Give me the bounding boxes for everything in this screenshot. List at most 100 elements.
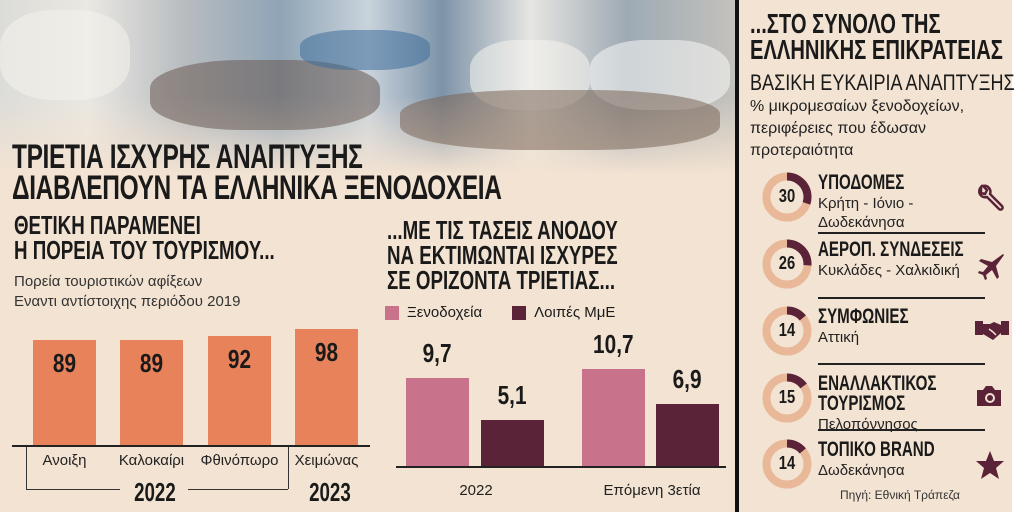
panel-title-line: ...ΣΤΟ ΣΥΝΟΛΟ ΤΗΣ <box>750 8 941 39</box>
group-label-text: 2022 <box>134 477 176 507</box>
donut-value: 26 <box>762 253 812 274</box>
panel-title: ...ΣΤΟ ΣΥΝΟΛΟ ΤΗΣ ΕΛΛΗΝΙΚΗΣ ΕΠΙΚΡΑΤΕΙΑΣ <box>750 8 1024 65</box>
bar <box>406 378 469 467</box>
donut-value: 14 <box>762 453 812 474</box>
data-label-value: 98 <box>314 337 339 367</box>
panel-title-line: ΕΛΛΗΝΙΚΗΣ ΕΠΙΚΡΑΤΕΙΑΣ <box>750 34 1003 65</box>
data-label-value: 9,7 <box>423 338 452 369</box>
category-label: 2022 <box>459 482 493 499</box>
divider-line <box>735 0 739 512</box>
data-label-value: 10,7 <box>593 329 634 359</box>
data-label-value: 92 <box>227 344 252 375</box>
chart1-subtitle-line: Εναντι αντίστοιχης περιόδου 2019 <box>14 293 241 310</box>
data-label-value: 89 <box>52 347 77 378</box>
donut-segment <box>762 439 812 489</box>
item-regions: Κρήτη - Ιόνιο - Δωδεκάνησα <box>818 194 913 232</box>
airplane-icon <box>975 250 1005 285</box>
item-region-line: Δωδεκάνησα <box>818 214 905 231</box>
chart2-legend: Ξενοδοχεία Λοιπές ΜμΕ <box>385 304 615 321</box>
donut-value: 15 <box>762 387 812 408</box>
separator <box>818 232 985 234</box>
item-region-line: Δωδεκάνησα <box>818 462 905 479</box>
group-label-2022: 2022 <box>115 477 195 508</box>
bracket-line <box>26 447 27 489</box>
data-label: 10,7 <box>572 329 655 360</box>
chart2-title: ...ΜΕ ΤΙΣ ΤΑΣΕΙΣ ΑΝΟΔΟΥ ΝΑ ΕΚΤΙΜΩΝΤΑΙ ΙΣ… <box>387 215 708 293</box>
data-label: 89 <box>28 348 101 379</box>
item-title-line: ΤΟΠΙΚΟ BRAND <box>818 438 935 461</box>
category-label: Ανοιξη <box>42 452 87 469</box>
item-title-line: ΕΝΑΛΛΑΚΤΙΚΟΣ <box>818 372 937 395</box>
donut-chart <box>762 239 812 289</box>
item-title-line: ΣΥΜΦΩΝΙΕΣ <box>818 305 909 328</box>
item-regions: Πελοπόννησος <box>818 415 918 434</box>
legend-label-hotels: Ξενοδοχεία <box>407 304 483 321</box>
item-region-line: Κυκλάδες - Χαλκιδική <box>818 262 960 279</box>
category-label: Επόμενη 3ετία <box>603 482 701 499</box>
item-regions: Κυκλάδες - Χαλκιδική <box>818 261 960 280</box>
chart1-title-line: Η ΠΟΡΕΙΑ ΤΟΥ ΤΟΥΡΙΣΜΟΥ... <box>14 235 275 265</box>
donut-value-number: 14 <box>778 453 796 473</box>
bracket-line <box>188 489 288 490</box>
item-title-line: ΑΕΡΟΠ. ΣΥΝΔΕΣΕΙΣ <box>818 238 964 261</box>
wrench-icon <box>975 183 1005 218</box>
chart2-title-line: ...ΜΕ ΤΙΣ ΤΑΣΕΙΣ ΑΝΟΔΟΥ <box>387 215 618 245</box>
item-title: ΑΕΡΟΠ. ΣΥΝΔΕΣΕΙΣ <box>818 238 1020 261</box>
bar <box>120 339 183 445</box>
legend-swatch-hotels <box>385 305 399 320</box>
bar <box>582 369 645 467</box>
data-label-value: 6,9 <box>673 363 702 394</box>
chart1-subtitle-line: Πορεία τουριστικών αφίξεων <box>14 273 203 290</box>
donut-value: 30 <box>762 186 812 207</box>
handshake-icon <box>975 317 1009 348</box>
panel-description-line: % μικρομεσαίων ξενοδοχείων, <box>750 98 965 115</box>
panel-description-line: περιφέρειες που έδωσαν <box>750 120 926 137</box>
donut-segment <box>762 306 812 356</box>
separator <box>818 429 985 431</box>
chart2-title-line: ΝΑ ΕΚΤΙΜΩΝΤΑΙ ΙΣΧΥΡΕΣ <box>387 240 618 270</box>
donut-chart <box>762 172 812 222</box>
star-icon <box>975 450 1005 485</box>
category-label: Καλοκαίρι <box>118 452 185 469</box>
bracket-line <box>26 489 120 490</box>
data-label: 89 <box>115 348 188 379</box>
headline-line-1: ΤΡΙΕΤΙΑ ΙΣΧΥΡΗΣ ΑΝΑΠΤΥΞΗΣ <box>12 138 363 176</box>
data-label: 9,7 <box>396 338 479 369</box>
donut-value: 14 <box>762 320 812 341</box>
donut-value-number: 30 <box>778 186 796 206</box>
data-label-value: 89 <box>139 347 164 378</box>
chart2-baseline <box>396 466 726 468</box>
panel-description-line: προτεραιότητα <box>750 142 854 159</box>
source-note: Πηγή: Εθνική Τράπεζα <box>840 488 960 502</box>
bar <box>295 329 358 445</box>
donut-value-number: 26 <box>778 253 796 273</box>
panel-description: % μικρομεσαίων ξενοδοχείων, περιφέρειες … <box>750 96 964 162</box>
item-title: ΣΥΜΦΩΝΙΕΣ <box>818 305 944 328</box>
bar <box>481 420 544 467</box>
donut-segment <box>762 172 812 222</box>
donut-segment <box>762 239 812 289</box>
group-label-2023: 2023 <box>300 477 360 508</box>
donut-value-number: 15 <box>778 387 796 407</box>
harbor-photo <box>0 0 737 175</box>
item-region-line: Κρήτη - Ιόνιο - <box>818 195 914 212</box>
panel-subtitle: ΒΑΣΙΚΗ ΕΥΚΑΙΡΙΑ ΑΝΑΠΤΥΞΗΣ <box>750 70 1024 96</box>
data-label: 98 <box>290 337 363 368</box>
data-label: 92 <box>203 344 276 375</box>
chart1-title-line: ΘΕΤΙΚΗ ΠΑΡΑΜΕΝΕΙ <box>14 210 201 240</box>
item-title-line: ΥΠΟΔΟΜΕΣ <box>818 171 905 194</box>
category-label: Φθινόπωρο <box>200 452 279 469</box>
legend-swatch-other-smes <box>512 305 527 320</box>
headline-line-2: ΔΙΑΒΛΕΠΟΥΝ ΤΑ ΕΛΛΗΝΙΚΑ ΞΕΝΟΔΟΧΕΙΑ <box>12 169 502 207</box>
bar <box>656 403 719 467</box>
data-label-value: 5,1 <box>498 380 527 411</box>
camera-icon <box>975 384 1003 413</box>
bar <box>33 339 96 445</box>
item-region-line: Πελοπόννησος <box>818 416 918 433</box>
donut-value-number: 14 <box>778 320 796 340</box>
donut-segment <box>762 373 812 423</box>
item-region-line: Αττική <box>818 329 860 346</box>
data-label: 6,9 <box>646 364 729 395</box>
chart1-baseline <box>12 445 370 447</box>
panel-subtitle-text: ΒΑΣΙΚΗ ΕΥΚΑΙΡΙΑ ΑΝΑΠΤΥΞΗΣ <box>750 70 1015 95</box>
